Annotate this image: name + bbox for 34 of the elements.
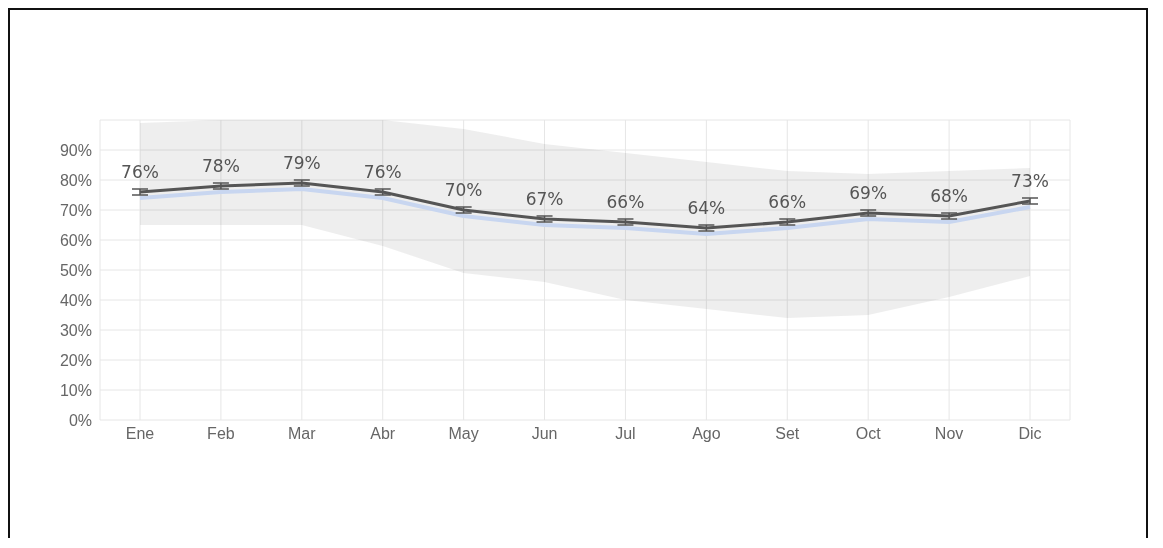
y-tick-label: 80% bbox=[59, 171, 92, 189]
data-label: 67% bbox=[525, 189, 564, 209]
y-tick-label: 40% bbox=[59, 291, 92, 309]
data-label: 70% bbox=[444, 180, 483, 200]
x-tick-label: May bbox=[448, 425, 479, 443]
x-tick-label: Abr bbox=[370, 425, 396, 443]
data-label: 76% bbox=[363, 162, 402, 182]
y-tick-label: 60% bbox=[59, 231, 92, 249]
y-tick-label: 70% bbox=[59, 201, 92, 219]
x-tick-label: Jul bbox=[615, 425, 636, 443]
x-tick-label: Mar bbox=[288, 425, 317, 443]
data-label: 69% bbox=[849, 183, 888, 203]
data-label: 68% bbox=[930, 186, 968, 206]
x-tick-label: Nov bbox=[934, 425, 964, 443]
y-tick-label: 0% bbox=[68, 411, 92, 429]
x-tick-label: Set bbox=[775, 425, 800, 443]
y-tick-label: 50% bbox=[59, 261, 92, 279]
y-tick-label: 30% bbox=[59, 321, 92, 339]
x-tick-label: Feb bbox=[207, 425, 235, 443]
x-tick-label: Dic bbox=[1018, 425, 1042, 443]
x-tick-label: Ene bbox=[125, 425, 155, 443]
data-label: 78% bbox=[202, 156, 240, 176]
x-tick-label: Ago bbox=[692, 425, 721, 443]
data-label: 79% bbox=[282, 153, 321, 173]
data-label: 76% bbox=[121, 162, 159, 182]
y-tick-label: 90% bbox=[59, 141, 92, 159]
data-label: 66% bbox=[606, 192, 645, 212]
y-tick-label: 10% bbox=[59, 381, 92, 399]
y-tick-label: 20% bbox=[59, 351, 92, 369]
data-label: 64% bbox=[687, 198, 726, 218]
x-tick-label: Jun bbox=[531, 425, 558, 443]
x-tick-label: Oct bbox=[855, 425, 882, 443]
data-label: 73% bbox=[1011, 171, 1049, 191]
data-label: 66% bbox=[768, 192, 807, 212]
